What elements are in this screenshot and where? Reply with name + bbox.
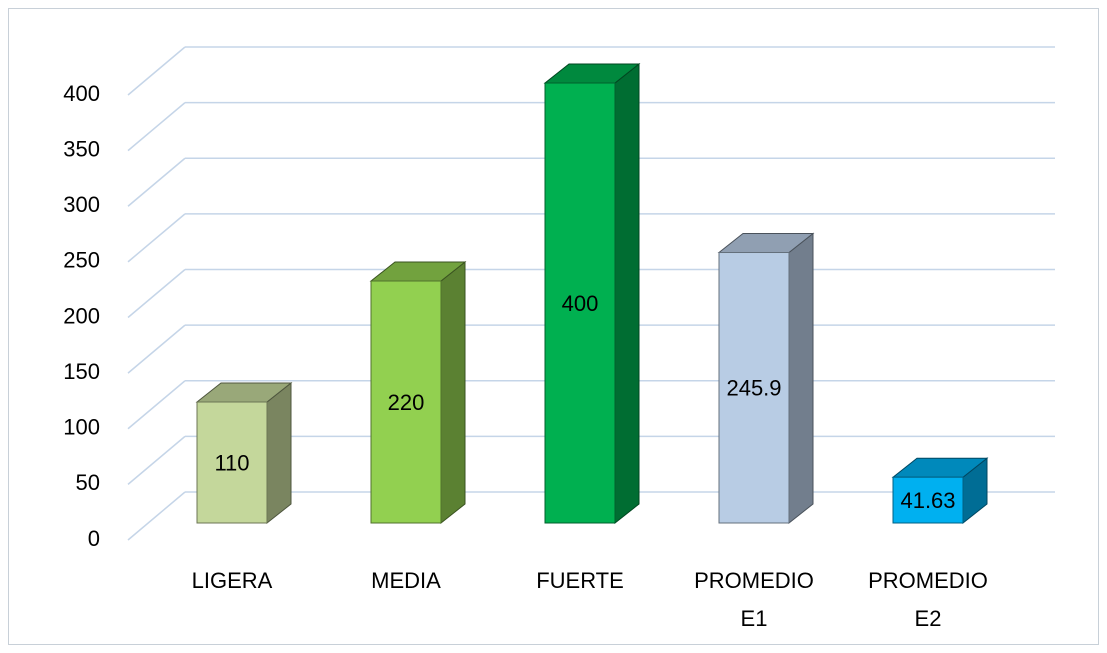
data-label: 400 <box>562 291 599 316</box>
x-tick-label: PROMEDIO E1 <box>694 568 814 631</box>
x-tick-label: LIGERA <box>192 568 273 593</box>
grid-line <box>127 46 186 96</box>
bar <box>892 476 964 524</box>
x-tick-label: MEDIA <box>371 568 441 593</box>
grid-line <box>127 102 186 152</box>
grid-line <box>127 491 186 541</box>
bar <box>718 252 790 524</box>
y-tick-label: 100 <box>63 415 100 440</box>
bar-side <box>614 62 640 525</box>
data-label: 245.9 <box>726 376 781 401</box>
data-label: 110 <box>214 450 249 475</box>
x-tick-label: PROMEDIO E2 <box>868 568 988 631</box>
y-tick-label: 250 <box>63 248 100 273</box>
data-label: 220 <box>388 390 425 415</box>
chart-border <box>8 8 1099 645</box>
grid-line <box>127 435 186 485</box>
grid-line <box>127 157 186 207</box>
y-tick-label: 0 <box>88 526 100 551</box>
y-tick-label: 350 <box>63 136 100 161</box>
grid-line <box>127 380 186 430</box>
y-tick-label: 400 <box>63 81 100 106</box>
data-label: 41.63 <box>900 488 955 513</box>
y-tick-label: 200 <box>63 303 100 328</box>
bar <box>196 401 268 524</box>
y-tick-label: 300 <box>63 192 100 217</box>
grid-line <box>127 268 186 319</box>
bar <box>544 82 616 524</box>
y-tick-label: 50 <box>76 470 100 495</box>
grid-line <box>127 213 186 263</box>
bar <box>370 280 442 524</box>
bar-side <box>788 232 814 525</box>
y-tick-label: 150 <box>63 359 100 384</box>
x-tick-label: FUERTE <box>536 568 624 593</box>
bar-side <box>266 381 292 525</box>
grid-line <box>127 324 186 374</box>
bar-side <box>440 260 466 525</box>
